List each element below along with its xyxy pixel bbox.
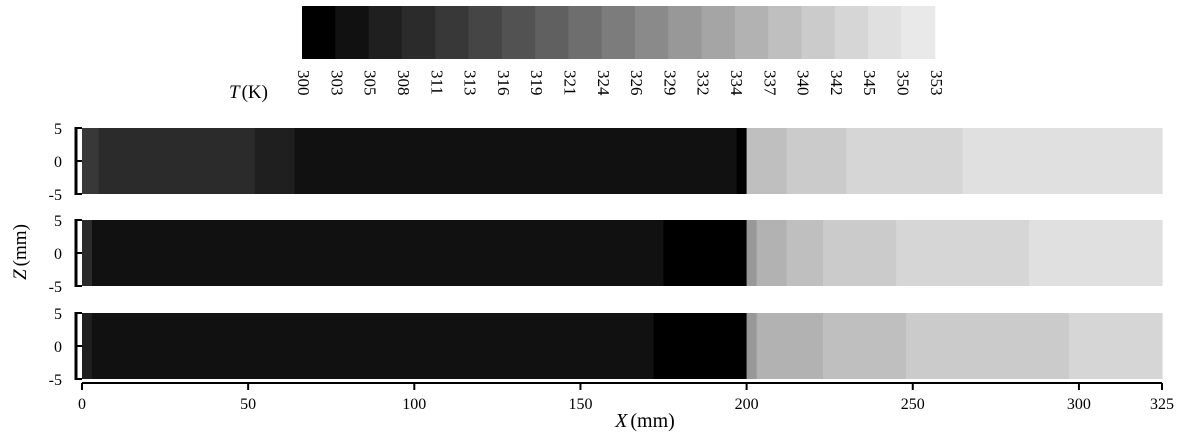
colorbar-tick-label: 311 [427,70,446,95]
colorbar-tick-label: 326 [627,70,646,96]
colorbar-swatch [568,6,603,59]
temperature-region [1069,313,1163,379]
colorbar-swatch [834,6,869,59]
z-axis-tick-label: 5 [54,213,62,230]
colorbar-tick-label: 340 [794,70,813,96]
colorbar-swatch [335,6,370,59]
colorbar-tick-label: 324 [594,70,613,96]
x-axis-tick-label: 200 [735,396,759,413]
colorbar-swatch [901,6,936,59]
temperature-region [906,313,1070,379]
colorbar-tick-label: 313 [461,70,480,96]
x-axis-label: X (mm) [614,410,675,432]
z-axis-tick-label: -5 [49,279,62,296]
temperature-region [756,313,824,379]
colorbar-tick-label: 353 [927,70,946,96]
colorbar-label-unit: (K) [242,82,268,103]
x-axis-tick-label: 0 [78,396,86,413]
x-axis-tick-label: 250 [901,396,925,413]
contour-panel: 5 0 -5 [49,306,1163,389]
z-axis-label: Z (mm) [10,224,31,280]
x-axis-tick-label: 50 [240,396,256,413]
colorbar-tick-label: 337 [760,70,779,96]
z-axis-tick-label: -5 [49,372,62,389]
temperature-region [962,128,1163,194]
colorbar-swatch [668,6,703,59]
colorbar-swatch [535,6,569,59]
temperature-region [736,128,748,194]
x-axis-label-unit: (mm) [630,410,674,432]
colorbar-tick-label: 300 [294,70,313,96]
colorbar-swatch [368,6,403,59]
colorbar-swatch [801,6,836,59]
z-axis-tick-label: 0 [54,246,62,263]
temperature-region [896,220,1030,286]
z-axis-tick-label: 0 [54,154,62,171]
temperature-region [746,128,788,194]
z-axis-tick-label: 0 [54,339,62,356]
colorbar-label-variable: T [229,82,241,103]
temperature-region [92,220,665,286]
z-axis-tick-label: 5 [54,121,62,138]
colorbar-tick-labels: 300 303 305 308 311 313 316 319 321 324 326 329 332 3… [294,70,946,96]
colorbar-swatch [734,6,769,59]
temperature-region [82,128,100,194]
temperature-region [823,220,897,286]
colorbar-swatch [635,6,669,59]
colorbar-tick-label: 308 [394,70,413,96]
colorbar-swatch [302,6,336,59]
colorbar-tick-label: 316 [494,70,513,96]
colorbar-tick-label: 319 [527,70,546,96]
colorbar-tick-label: 303 [327,70,346,96]
colorbar-swatch [701,6,736,59]
z-axis-label-unit: (mm) [10,224,31,266]
colorbar-tick-label: 342 [827,70,846,96]
temperature-region [1029,220,1163,286]
temperature-region [756,220,788,286]
temperature-region [746,220,758,286]
temperature-region [823,313,907,379]
contour-panels: 5 0 -5 5 0 -5 5 0 -5 [49,121,1163,389]
temperature-region [786,220,824,286]
colorbar-tick-label: 305 [361,70,380,96]
x-axis-tick-label: 325 [1150,396,1174,413]
colorbar-tick-label: 334 [727,70,746,96]
colorbar-tick-label: 350 [893,70,912,96]
colorbar-swatch [768,6,803,59]
colorbar-tick-label: 321 [560,70,579,96]
temperature-region [746,313,758,379]
x-axis-tick-label: 100 [402,396,426,413]
colorbar-tick-label: 345 [860,70,879,96]
colorbar-tick-label: 332 [694,70,713,96]
colorbar-swatch [601,6,636,59]
colorbar-swatch [435,6,470,59]
z-axis-label-variable: Z [10,269,31,280]
x-axis-tick-label: 150 [568,396,592,413]
colorbar-tick-label: 329 [660,70,679,96]
z-axis-tick-label: 5 [54,306,62,323]
temperature-region [653,313,748,379]
x-axis-tick-label: 300 [1067,396,1091,413]
temperature-region [98,128,256,194]
temperature-region [786,128,847,194]
contour-panel: 5 0 -5 [49,121,1163,204]
contour-panel: 5 0 -5 [49,213,1163,296]
colorbar-swatch [401,6,436,59]
x-axis-label-variable: X [614,410,628,432]
temperature-region [92,313,655,379]
x-axis: 0 50 100 150 200 250 300 325 [78,382,1174,413]
temperature-region [254,128,296,194]
colorbar-label: T (K) [229,82,268,103]
temperature-region [82,313,93,379]
colorbar-swatch [468,6,503,59]
temperature-region [846,128,964,194]
colorbar-swatch [868,6,902,59]
temperature-region [294,128,738,194]
temperature-region [663,220,748,286]
colorbar-swatch [501,6,536,59]
temperature-region [82,220,93,286]
z-axis-tick-label: -5 [49,187,62,204]
colorbar [302,6,936,59]
